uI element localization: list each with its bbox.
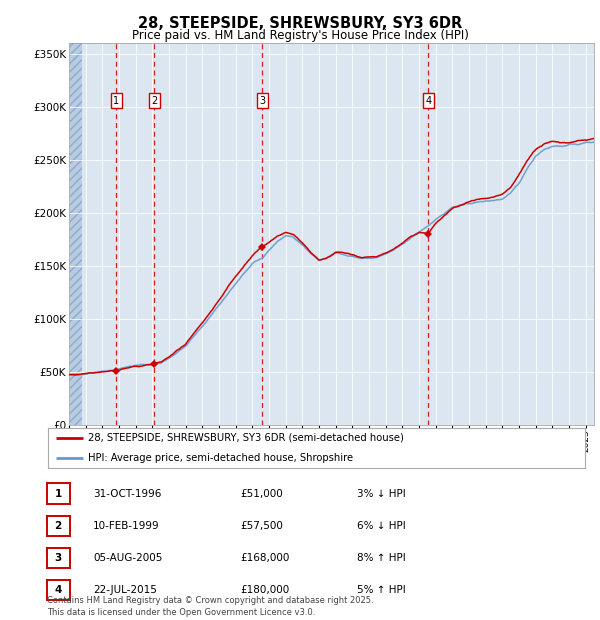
Text: 10-FEB-1999: 10-FEB-1999 [93, 521, 160, 531]
Text: 3: 3 [55, 553, 62, 563]
Text: 05-AUG-2005: 05-AUG-2005 [93, 553, 163, 563]
Text: £168,000: £168,000 [240, 553, 289, 563]
Bar [69, 43, 82, 425]
Text: 3: 3 [259, 95, 265, 105]
Text: 1: 1 [113, 95, 119, 105]
Text: 6% ↓ HPI: 6% ↓ HPI [357, 521, 406, 531]
Text: 1: 1 [55, 489, 62, 498]
Text: HPI: Average price, semi-detached house, Shropshire: HPI: Average price, semi-detached house,… [88, 453, 353, 463]
Text: 2: 2 [55, 521, 62, 531]
Text: 28, STEEPSIDE, SHREWSBURY, SY3 6DR (semi-detached house): 28, STEEPSIDE, SHREWSBURY, SY3 6DR (semi… [88, 433, 404, 443]
Text: 5% ↑ HPI: 5% ↑ HPI [357, 585, 406, 595]
Text: 28, STEEPSIDE, SHREWSBURY, SY3 6DR: 28, STEEPSIDE, SHREWSBURY, SY3 6DR [138, 16, 462, 31]
Text: Contains HM Land Registry data © Crown copyright and database right 2025.
This d: Contains HM Land Registry data © Crown c… [47, 596, 373, 617]
Text: £57,500: £57,500 [240, 521, 283, 531]
Text: 3% ↓ HPI: 3% ↓ HPI [357, 489, 406, 498]
Text: 22-JUL-2015: 22-JUL-2015 [93, 585, 157, 595]
Text: Price paid vs. HM Land Registry's House Price Index (HPI): Price paid vs. HM Land Registry's House … [131, 30, 469, 42]
Text: 4: 4 [55, 585, 62, 595]
Text: 31-OCT-1996: 31-OCT-1996 [93, 489, 161, 498]
Text: 8% ↑ HPI: 8% ↑ HPI [357, 553, 406, 563]
Text: 2: 2 [151, 95, 157, 105]
Text: £180,000: £180,000 [240, 585, 289, 595]
Text: 4: 4 [425, 95, 431, 105]
Text: £51,000: £51,000 [240, 489, 283, 498]
